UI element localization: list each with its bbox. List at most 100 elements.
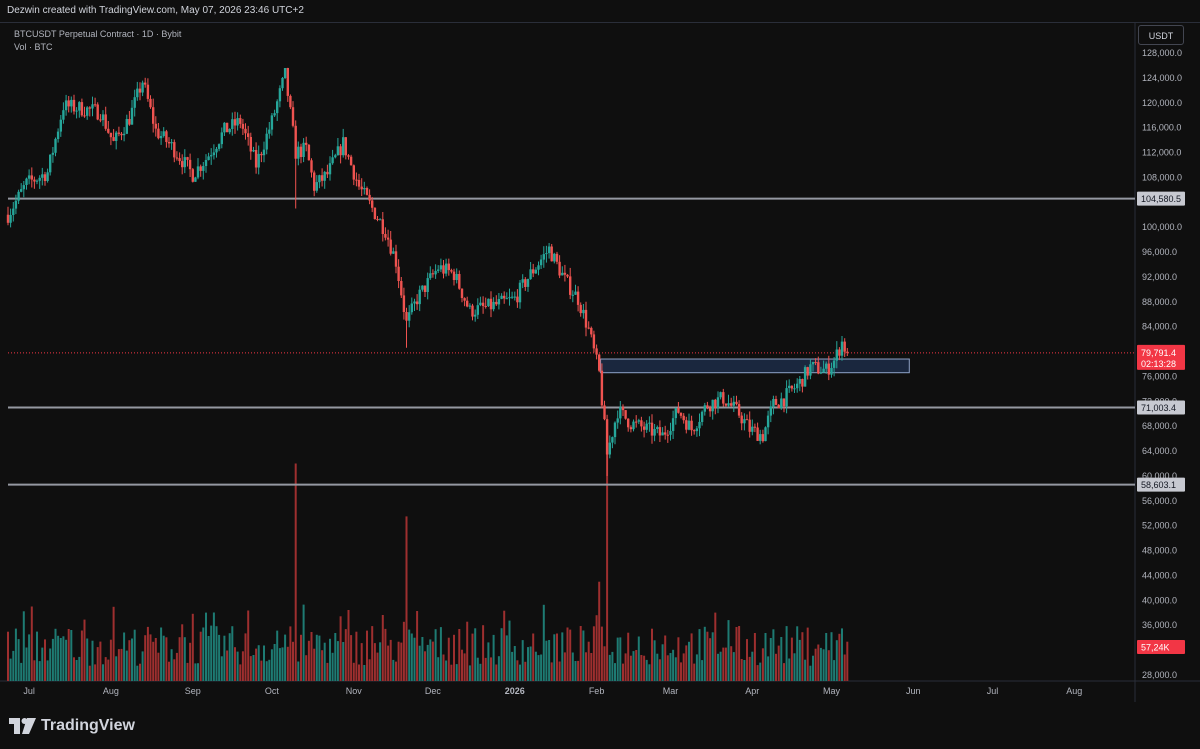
- candle-body: [228, 129, 231, 133]
- volume-bar: [249, 656, 252, 681]
- candle-body: [458, 274, 461, 289]
- volume-bar: [817, 644, 820, 681]
- candle-body: [149, 98, 152, 108]
- volume-bar: [424, 651, 426, 681]
- candle-body: [107, 128, 110, 133]
- candle-body: [761, 434, 765, 442]
- volume-bar: [722, 647, 725, 681]
- volume-bar: [395, 661, 397, 681]
- volume-bar: [239, 664, 242, 681]
- candle-body: [727, 403, 730, 406]
- candle-body: [144, 82, 147, 85]
- volume-bar: [809, 665, 812, 681]
- last-price-label: 79,791.4: [1141, 348, 1176, 358]
- volume-bar: [775, 653, 777, 681]
- time-tick-label: Aug: [1066, 686, 1082, 696]
- candle-body: [471, 305, 474, 317]
- candle-body: [220, 132, 223, 145]
- candle-body: [247, 133, 250, 137]
- candle-body: [809, 364, 812, 376]
- candle-body: [291, 107, 295, 126]
- price-tick-label: 44,000.0: [1142, 570, 1177, 580]
- candle-body: [130, 107, 134, 125]
- candle-body: [553, 253, 556, 262]
- candle-body: [331, 157, 334, 164]
- candle-body: [305, 142, 308, 145]
- candle-body: [191, 169, 194, 182]
- volume-bar: [358, 664, 360, 681]
- candle-body: [99, 119, 102, 121]
- volume-bar: [701, 660, 704, 681]
- currency-button[interactable]: USDT: [1138, 25, 1184, 45]
- volume-bar: [117, 649, 120, 681]
- volume-bar: [199, 631, 202, 681]
- candle-body: [460, 288, 464, 298]
- candle-body: [183, 157, 186, 168]
- price-chart-svg[interactable]: 128,000.0 124,000.0 120,000.0 116,000.0 112,…: [0, 23, 1200, 703]
- time-tick-label: May: [823, 686, 841, 696]
- volume-bar: [769, 638, 772, 681]
- volume-bar: [186, 662, 189, 681]
- volume-bar: [732, 652, 735, 681]
- volume-bar: [373, 643, 376, 681]
- candle-body: [590, 327, 593, 335]
- candle-body: [825, 363, 828, 369]
- volume-bar: [218, 634, 221, 681]
- volume-bar: [429, 639, 432, 681]
- volume-bar: [542, 604, 545, 681]
- candle-body: [265, 133, 268, 150]
- candle-body: [394, 251, 398, 267]
- volume-bar: [569, 629, 572, 681]
- volume-bar: [25, 647, 28, 681]
- candle-body: [476, 305, 479, 315]
- volume-bar: [495, 664, 498, 681]
- volume-bar: [479, 663, 482, 681]
- volume-bar: [305, 655, 308, 681]
- volume-bar: [389, 639, 392, 681]
- volume-bar: [524, 661, 527, 681]
- candle-body: [128, 119, 131, 125]
- volume-bar: [653, 640, 656, 681]
- volume-bar: [268, 659, 271, 681]
- volume-bar: [706, 631, 709, 681]
- candle-body: [67, 100, 70, 107]
- volume-bar: [587, 641, 590, 681]
- time-tick-label: Jul: [23, 686, 35, 696]
- chart-pane[interactable]: 128,000.0 124,000.0 120,000.0 116,000.0 112,…: [0, 22, 1200, 703]
- candle-body: [703, 405, 706, 412]
- candle-body: [690, 420, 693, 431]
- volume-bar: [497, 656, 500, 681]
- candle-body: [286, 68, 289, 96]
- candle-body: [558, 261, 561, 276]
- volume-bar: [387, 645, 390, 681]
- candle-body: [25, 178, 28, 185]
- volume-bar: [746, 639, 748, 681]
- tradingview-brand[interactable]: TradingView: [9, 716, 135, 736]
- candle-body: [323, 171, 326, 181]
- candle-body: [571, 294, 574, 296]
- volume-bar: [724, 647, 727, 681]
- volume-bar: [508, 620, 511, 681]
- candle-body: [579, 304, 582, 314]
- volume-bar: [234, 647, 236, 681]
- candle-body: [653, 429, 656, 436]
- volume-bar: [439, 627, 442, 681]
- volume-bar: [44, 639, 46, 681]
- candle-body: [165, 131, 168, 142]
- time-tick-label: Oct: [265, 686, 280, 696]
- volume-bar: [627, 632, 630, 681]
- candle-body: [671, 418, 675, 431]
- candle-body: [91, 104, 94, 109]
- candle-body: [547, 246, 551, 254]
- volume-bar: [482, 625, 485, 681]
- candle-body: [360, 186, 363, 190]
- candle-body: [386, 237, 390, 240]
- time-tick-label: Dec: [425, 686, 442, 696]
- level-price-tag: [1137, 400, 1185, 415]
- volume-bar: [756, 665, 759, 681]
- volume-bar: [796, 626, 799, 681]
- candle-body: [70, 99, 73, 107]
- candle-body: [194, 177, 197, 182]
- tradingview-logo-icon: [9, 718, 36, 734]
- symbol-legend: BTCUSDT Perpetual Contract · 1D · Bybit: [14, 29, 182, 39]
